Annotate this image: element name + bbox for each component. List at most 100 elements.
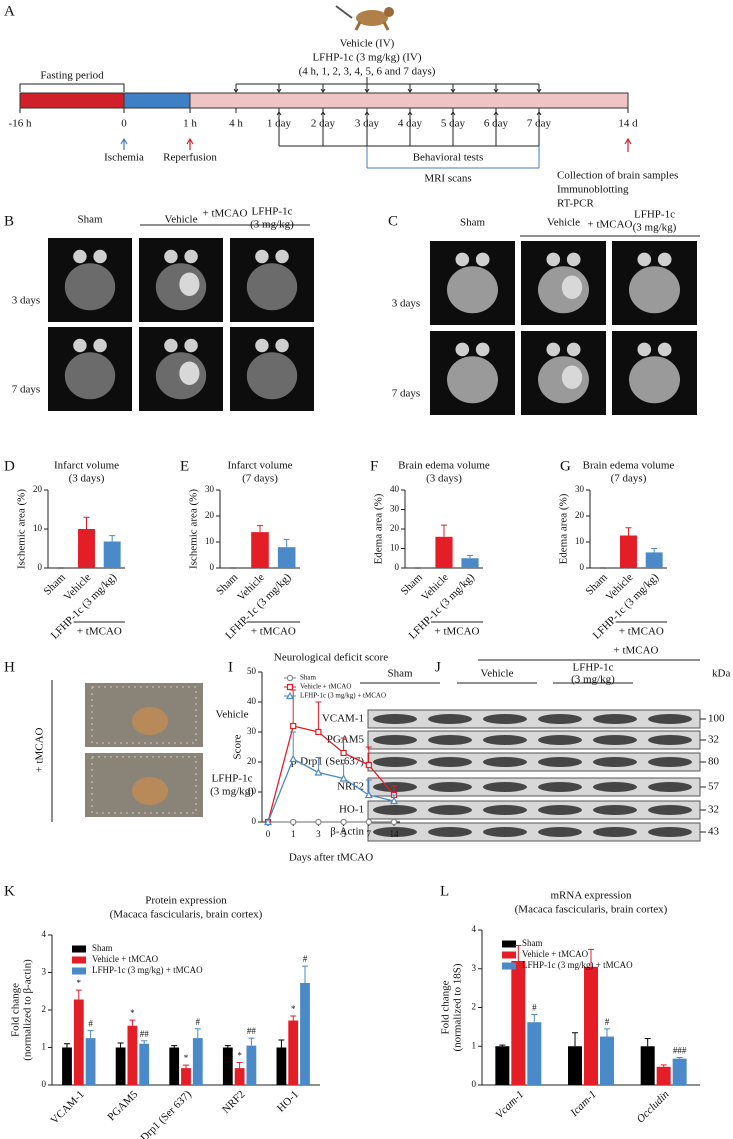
eye xyxy=(164,338,178,353)
legend-marker xyxy=(286,674,294,682)
error-bar xyxy=(625,527,632,536)
point xyxy=(314,768,323,776)
significance: ## xyxy=(247,1026,257,1036)
point xyxy=(340,749,347,757)
panel-label: D xyxy=(4,458,15,474)
series-line xyxy=(267,725,395,823)
reperfusion-label: Reperfusion xyxy=(163,152,217,164)
chart-title: Protein expression xyxy=(145,895,227,907)
panel-label: K xyxy=(4,883,15,899)
significance: # xyxy=(88,1019,93,1029)
y-axis-label: Fold change xyxy=(440,980,452,1034)
kda: 32 xyxy=(708,804,719,816)
eye xyxy=(73,338,87,353)
kda: 43 xyxy=(708,826,720,838)
eye xyxy=(637,342,652,357)
y-tick-label: 10 xyxy=(205,536,215,546)
y-tick-label: 20 xyxy=(390,523,400,533)
x-tick-label: Icam-1 xyxy=(568,1088,599,1119)
group-label: + tMCAO xyxy=(613,645,658,657)
y-tick-label: 4 xyxy=(472,924,477,934)
point xyxy=(289,754,298,763)
monkey xyxy=(132,707,168,735)
band xyxy=(428,735,472,745)
error-bar xyxy=(588,948,594,967)
error-bar xyxy=(301,965,308,983)
bar xyxy=(139,1043,150,1085)
error-bar xyxy=(441,524,447,537)
significance: # xyxy=(196,1017,201,1027)
band xyxy=(373,805,417,815)
label: LFHP-1c xyxy=(573,662,614,674)
y-axis-label: Ischemic area (%) xyxy=(188,489,200,569)
fasting-label: Fasting period xyxy=(40,70,104,82)
legend-label: Vehicle + tMCAO xyxy=(522,949,589,959)
arrow xyxy=(364,84,370,93)
y-tick-label: 0 xyxy=(38,562,43,572)
bar xyxy=(181,1068,191,1085)
band xyxy=(373,757,417,767)
significance: ### xyxy=(673,1046,687,1056)
error-bar xyxy=(83,516,90,529)
band xyxy=(428,805,472,815)
band xyxy=(373,735,417,745)
eye xyxy=(637,252,652,267)
arrow xyxy=(120,137,128,150)
behavioral-label: Behavioral tests xyxy=(413,152,484,164)
timepoint: -16 h xyxy=(9,118,32,130)
arrow xyxy=(624,137,632,152)
y-tick-label: 3 xyxy=(42,967,47,977)
band xyxy=(483,805,527,815)
band xyxy=(538,827,582,837)
error-bar xyxy=(499,1044,506,1047)
bracket xyxy=(236,77,539,85)
bar xyxy=(527,1022,542,1085)
eye xyxy=(546,342,561,357)
mri-bracket xyxy=(366,145,540,169)
band xyxy=(373,714,417,724)
legend-swatch xyxy=(502,962,516,970)
legend-label: Sham xyxy=(300,674,317,682)
row-label: 7 days xyxy=(392,388,420,400)
error-bar xyxy=(603,1028,610,1037)
collection: RT-PCR xyxy=(557,198,595,210)
bar xyxy=(222,1047,233,1085)
chart-title: Infarct volume xyxy=(54,460,119,472)
y-tick-label: 30 xyxy=(205,484,215,494)
significance: # xyxy=(303,954,308,964)
kda: 80 xyxy=(708,756,720,768)
legend-marker xyxy=(285,691,295,700)
legend-label: LFHP-1c (3 mg/kg) + tMCAO xyxy=(92,965,203,975)
label: Vehicle xyxy=(481,668,514,680)
error-bar xyxy=(87,1030,94,1039)
mri-label: MRI scans xyxy=(424,173,471,185)
panel-label: I xyxy=(228,659,233,675)
x-tick-label: p-Drp1 (Ser 637) xyxy=(132,1088,194,1139)
arrow xyxy=(536,111,542,146)
fasting-bracket xyxy=(19,83,125,92)
group-label: + tMCAO xyxy=(34,727,46,772)
label: (3 mg/kg) xyxy=(210,786,254,798)
eye xyxy=(255,338,269,353)
x-tick-label: PGAM5 xyxy=(105,1088,140,1123)
eye xyxy=(475,252,490,267)
error-bar xyxy=(224,1045,231,1048)
row-label: 7 days xyxy=(12,384,40,396)
timepoint: 0 xyxy=(121,118,127,130)
y-tick-label: 20 xyxy=(33,484,43,494)
bar xyxy=(234,1068,245,1085)
group-label: + tMCAO xyxy=(619,626,664,638)
point xyxy=(389,796,399,805)
arrow xyxy=(186,137,194,150)
point xyxy=(290,818,297,826)
arrow xyxy=(407,84,413,93)
lesion xyxy=(179,272,200,296)
error-bar xyxy=(183,1064,189,1069)
significance: # xyxy=(532,1003,537,1013)
ischemia-bar xyxy=(123,92,191,109)
legend-label: Vehicle + tMCAO xyxy=(300,683,351,691)
brain xyxy=(447,356,498,404)
bar xyxy=(495,1046,510,1085)
protein-label: β-Actin xyxy=(330,826,364,838)
treatment: Vehicle (IV) xyxy=(340,38,395,50)
